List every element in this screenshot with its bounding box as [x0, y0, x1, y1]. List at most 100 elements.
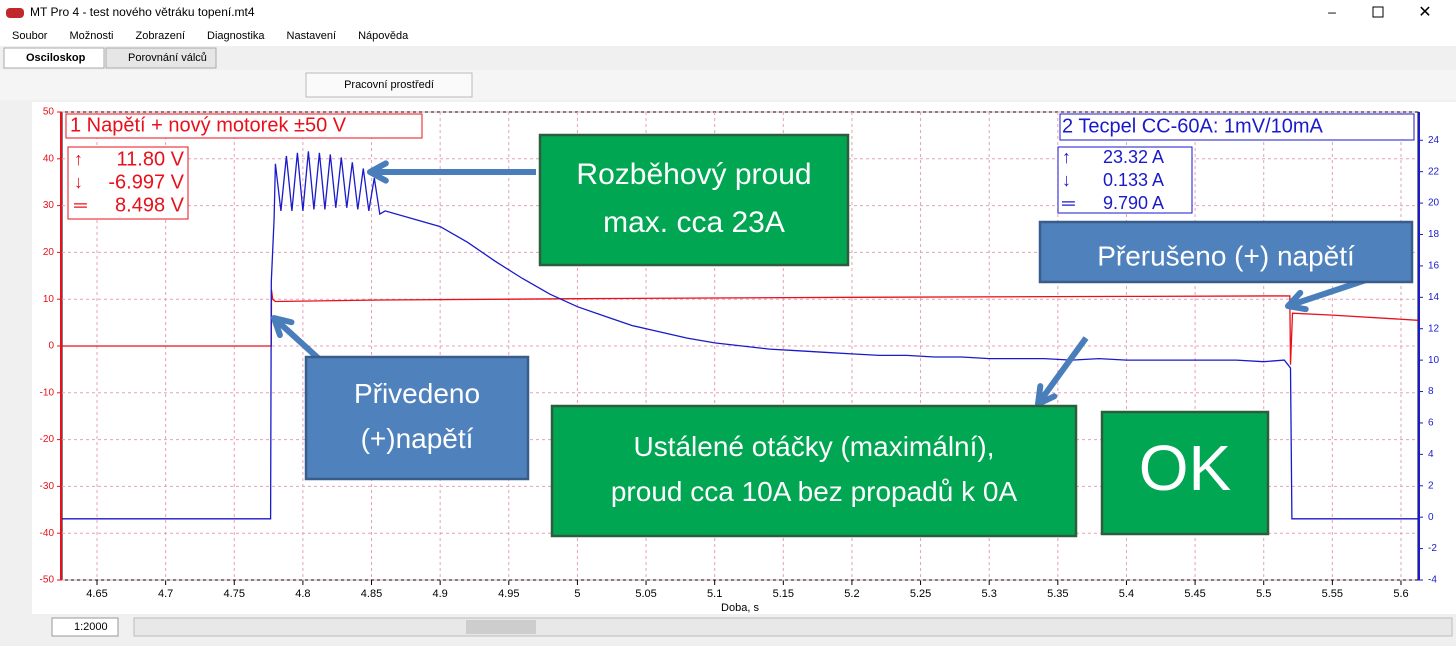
x-tick-label: 5.35	[1047, 588, 1068, 600]
readout-box	[67, 146, 189, 220]
menu-bar	[0, 26, 1456, 46]
readout: 8.498 V	[115, 194, 185, 216]
readout: 9.790 A	[1103, 193, 1164, 213]
x-tick-label: 5	[574, 588, 580, 600]
x-tick-label: 5.2	[844, 588, 859, 600]
scrollbar[interactable]	[133, 617, 1453, 637]
annotation-box	[304, 355, 530, 481]
workspace-select[interactable]	[305, 72, 473, 98]
x-tick-label: 4.65	[86, 588, 107, 600]
x-tick-label: 5.6	[1393, 588, 1408, 600]
x-tick-label: 4.7	[158, 588, 173, 600]
menu-item[interactable]: Zobrazení	[136, 30, 186, 42]
readout-icon: ═	[73, 195, 87, 215]
x-tick-label: 4.8	[295, 588, 310, 600]
y-tick-label: -40	[40, 528, 55, 539]
x-tick-label: 4.85	[361, 588, 382, 600]
annotation-text: max. cca 23A	[603, 206, 785, 239]
y2-tick-label: 2	[1428, 480, 1434, 491]
readout-box	[1057, 146, 1193, 214]
close[interactable]: ✕	[1418, 4, 1431, 21]
y2-tick-label: 8	[1428, 386, 1434, 397]
tab-label: Osciloskop	[26, 52, 86, 64]
y-tick-label: 40	[43, 153, 55, 164]
y-tick-label: 20	[43, 247, 55, 258]
annotation-arrow	[1035, 336, 1089, 406]
legend-entry: 2 Tecpel CC-60A: 1mV/10mA	[1062, 115, 1324, 137]
series-line	[62, 151, 1418, 520]
menu-item[interactable]: Diagnostika	[207, 30, 265, 42]
menu-item[interactable]: Nastavení	[287, 30, 337, 42]
readout: 11.80 V	[117, 148, 185, 170]
y2-tick-label: -4	[1428, 575, 1437, 586]
app-icon	[6, 8, 24, 18]
y-tick-label: 50	[43, 107, 55, 118]
workspace-label: Pracovní prostředí	[344, 79, 434, 91]
zoom-box[interactable]	[51, 617, 119, 637]
tab[interactable]	[105, 47, 217, 69]
y-tick-label: -30	[40, 481, 55, 492]
x-tick-label: 4.95	[498, 588, 519, 600]
maximize[interactable]	[1372, 6, 1384, 18]
annotation-box	[1100, 410, 1270, 536]
annotation-text: Ustálené otáčky (maximální),	[633, 431, 994, 462]
readout-icon: ↑	[74, 149, 83, 169]
window-title: MT Pro 4 - test nového větráku topení.mt…	[30, 5, 255, 19]
annotation-box	[1038, 220, 1414, 284]
x-tick-label: 5.5	[1256, 588, 1271, 600]
left-toolbar	[0, 102, 32, 614]
tab[interactable]	[3, 47, 105, 69]
y2-tick-label: 12	[1428, 323, 1440, 334]
x-tick-label: 5.4	[1119, 588, 1134, 600]
arrow-head	[1285, 289, 1309, 313]
y2-tick-label: 16	[1428, 261, 1440, 272]
y2-tick-label: 22	[1428, 166, 1440, 177]
y-tick-label: -10	[40, 387, 55, 398]
readout: -6.997 V	[108, 171, 184, 193]
x-tick-label: 4.75	[224, 588, 245, 600]
y2-tick-label: 18	[1428, 229, 1440, 240]
readout-icon: ↓	[1062, 170, 1071, 190]
readout: 0.133 A	[1103, 170, 1164, 190]
scroll-thumb[interactable]	[466, 620, 536, 634]
legend-entry: 1 Napětí + nový motorek ±50 V	[70, 114, 347, 136]
readout-icon: ═	[1061, 193, 1075, 213]
x-tick-label: 5.15	[773, 588, 794, 600]
readout-icon: ↓	[74, 172, 83, 192]
y-tick-label: 0	[48, 341, 54, 352]
x-tick-label: 5.45	[1184, 588, 1205, 600]
y-tick-label: 30	[43, 200, 55, 211]
x-tick-label: 5.05	[635, 588, 656, 600]
annotation-text: Rozběhový proud	[576, 158, 811, 191]
menu-item[interactable]: Nápověda	[358, 30, 409, 42]
arrow-head	[367, 160, 389, 184]
readout: 23.32 A	[1103, 147, 1164, 167]
legend-box	[65, 113, 423, 139]
arrow-head	[1035, 383, 1058, 407]
annotation-text: proud cca 10A bez propadů k 0A	[611, 476, 1018, 507]
annotation-box	[550, 404, 1078, 538]
annotation-text: OK	[1139, 432, 1231, 504]
readout-icon: ↑	[1062, 147, 1071, 167]
arrow-head	[271, 315, 295, 339]
y2-tick-label: 14	[1428, 292, 1440, 303]
legend-box	[1059, 113, 1415, 141]
zoom-label: 1:2000	[74, 621, 108, 633]
x-tick-label: 4.9	[433, 588, 448, 600]
annotation-text: Přivedeno	[354, 378, 480, 409]
annotation-arrow	[271, 315, 321, 361]
annotation-text: (+)napětí	[361, 423, 474, 454]
minimize[interactable]: –	[1328, 4, 1336, 20]
y2-tick-label: 20	[1428, 198, 1440, 209]
menu-item[interactable]: Soubor	[12, 30, 48, 42]
x-tick-label: 5.1	[707, 588, 722, 600]
title-bar	[0, 0, 1456, 26]
y2-tick-label: 10	[1428, 355, 1440, 366]
menu-item[interactable]: Možnosti	[69, 30, 113, 42]
x-axis-title: Doba, s	[721, 602, 759, 614]
y-tick-label: -20	[40, 434, 55, 445]
y-tick-label: -50	[40, 575, 55, 586]
x-tick-label: 5.55	[1322, 588, 1343, 600]
